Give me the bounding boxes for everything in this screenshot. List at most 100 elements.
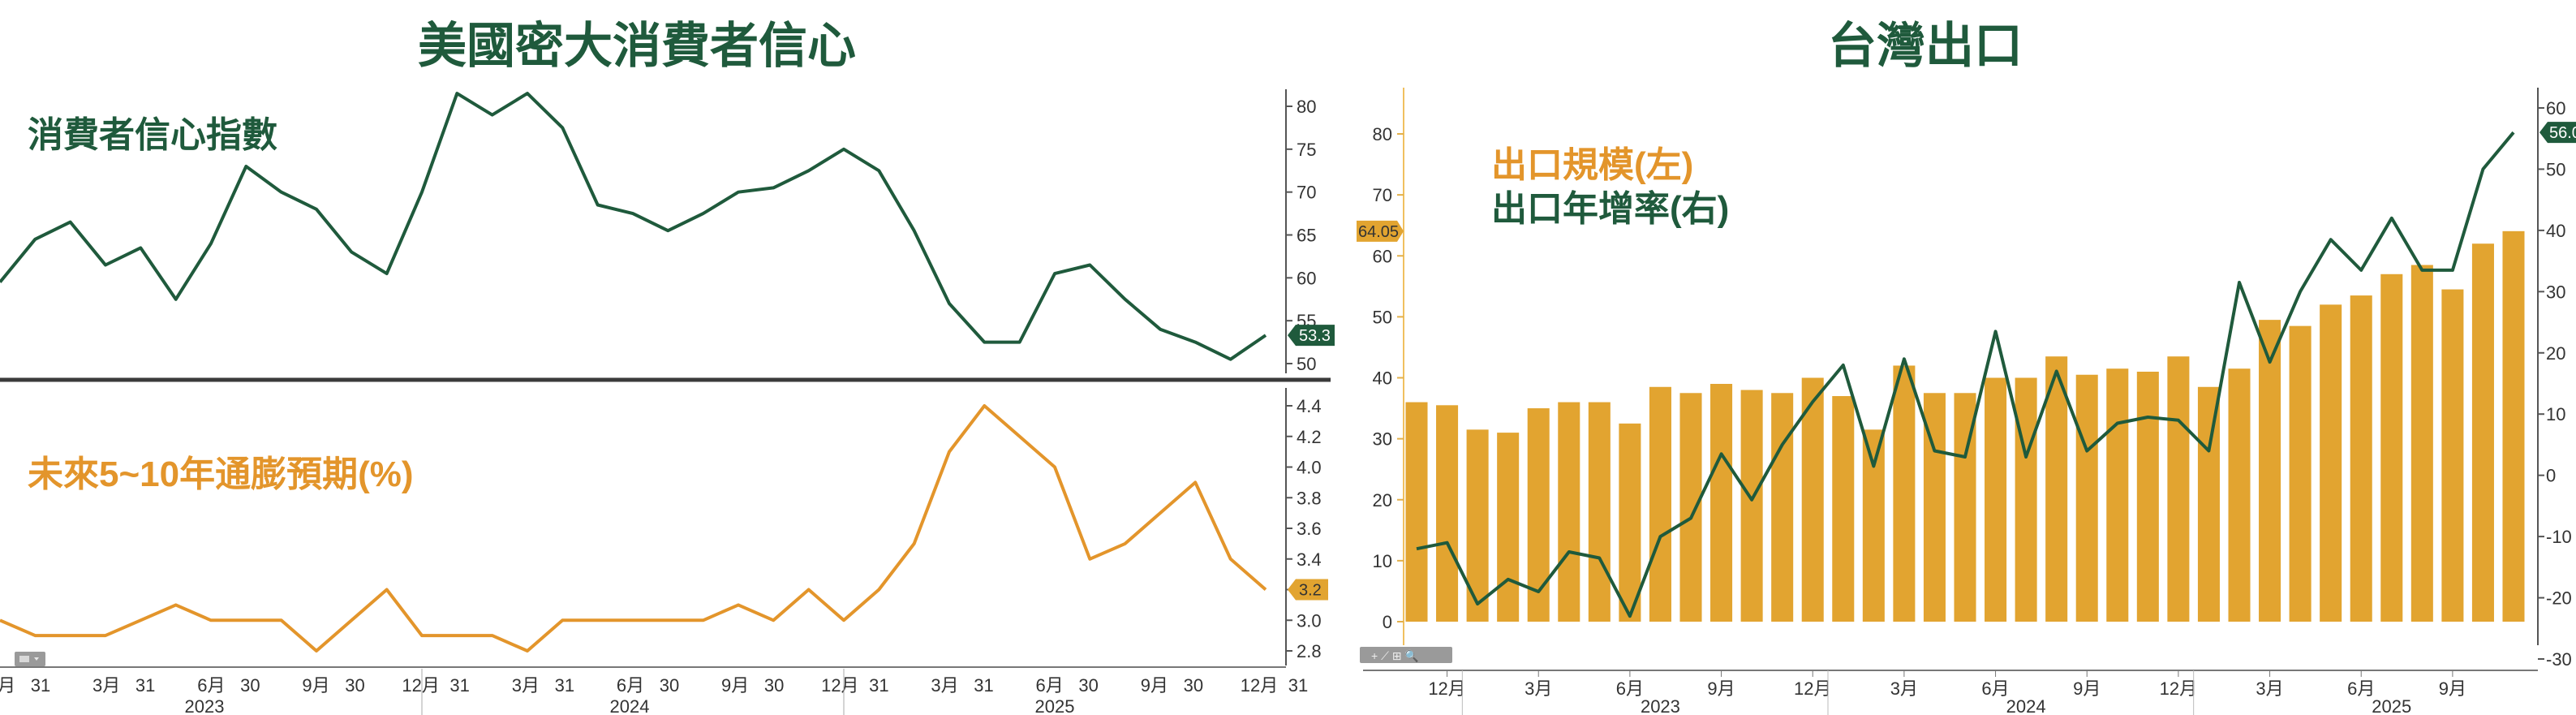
x-tick-label: 3月	[1525, 678, 1552, 699]
export-volume-bar	[1862, 429, 1885, 622]
y-tick-label: 4.2	[1297, 427, 1322, 447]
y-tick-label: 3.0	[1297, 610, 1322, 631]
y-tick-label: 50	[2546, 159, 2565, 179]
y-tick-label: 80	[1297, 97, 1316, 117]
export-volume-bar	[2320, 304, 2342, 622]
export-volume-bar	[1436, 405, 1459, 622]
export-volume-bar	[2350, 295, 2372, 622]
svg-text:53.3: 53.3	[1299, 327, 1331, 345]
y-tick-label: 0	[1383, 612, 1392, 632]
x-tick-label: 31	[974, 675, 993, 696]
export-volume-last-label: 64.05	[1357, 220, 1404, 242]
year-label: 2024	[2006, 696, 2046, 715]
y-tick-label: 4.4	[1297, 396, 1322, 416]
export-volume-axis-ticks: 80 70 60 50 40 30 20 10 0	[1373, 124, 1404, 632]
export-volume-bar	[1771, 393, 1794, 622]
x-tick-label: 30	[1184, 675, 1203, 696]
consumer-sentiment-series	[0, 92, 1267, 361]
export-volume-bar	[1710, 384, 1733, 622]
x-tick-label: 9月	[721, 675, 749, 696]
x-tick-label: 3月	[2256, 678, 2283, 699]
y-tick-label: 70	[1297, 183, 1316, 203]
right-chart-title: 台灣出口	[1828, 19, 2023, 73]
x-tick-label: 6月	[2347, 678, 2375, 699]
y-tick-label: 60	[2546, 98, 2565, 118]
export-volume-bar	[1497, 433, 1520, 622]
svg-text:3.2: 3.2	[1299, 582, 1322, 600]
export-growth-axis-ticks: 60 50 40 30 20 10 0 -10 -20 -30	[2538, 98, 2572, 670]
export-volume-bar	[2197, 386, 2220, 622]
y-tick-label: 10	[2546, 404, 2565, 424]
export-volume-bar	[2471, 243, 2494, 622]
right-x-axis-ticks: 12月 3月 6月 9月 12月 3月 6月 9月 12月 3月 6月 9月 2023 2024 2025	[1428, 670, 2466, 715]
x-tick-label: 6月	[1981, 678, 2009, 699]
x-tick-label: 6月	[617, 675, 644, 696]
x-tick-label: 30	[240, 675, 260, 696]
x-tick-label: 6月	[197, 675, 225, 696]
export-volume-bar	[1985, 377, 2007, 622]
export-volume-bar	[2259, 320, 2281, 622]
year-label: 2025	[1035, 696, 1075, 715]
y-tick-label: 50	[1373, 307, 1392, 327]
left-bottom-axis-ticks: 4.4 4.2 4.0 3.8 3.6 3.4 3.2 3.0 2.8	[1286, 396, 1322, 661]
x-tick-label: 31	[555, 675, 574, 696]
x-tick-label: 6月	[1036, 675, 1064, 696]
export-volume-bar	[1893, 365, 1916, 622]
export-volume-bar	[2106, 368, 2129, 622]
export-volume-bar	[1832, 396, 1855, 622]
export-volume-bar	[2015, 377, 2037, 622]
y-tick-label: 3.6	[1297, 519, 1322, 539]
x-tick-label: 30	[1078, 675, 1098, 696]
x-tick-label: 12月	[821, 675, 858, 696]
year-label: 2024	[610, 696, 650, 715]
x-tick-label: 12月	[1241, 675, 1278, 696]
export-volume-bar	[2075, 374, 2098, 622]
x-tick-label: 31	[135, 675, 155, 696]
y-tick-label: -10	[2546, 527, 2572, 547]
x-tick-label: 9月	[302, 675, 329, 696]
export-volume-bar	[2136, 371, 2159, 622]
x-tick-label: 3月	[1890, 678, 1918, 699]
export-volume-bar	[2502, 230, 2525, 622]
y-tick-label: 70	[1373, 185, 1392, 205]
export-volume-bar	[2441, 289, 2464, 622]
x-tick-label: 31	[1288, 675, 1308, 696]
x-tick-label: 12月	[1428, 678, 1465, 699]
chart-toolbar-icon[interactable]	[15, 652, 45, 666]
right-chart-toolbar-icon[interactable]: + ⟋ ⊞ 🔍	[1360, 647, 1452, 663]
y-tick-label: 3.8	[1297, 488, 1322, 508]
svg-text:64.05: 64.05	[1358, 223, 1399, 241]
x-tick-label: 12月	[1794, 678, 1831, 699]
y-tick-label: 2.8	[1297, 641, 1322, 661]
export-volume-bar	[1466, 429, 1489, 622]
svg-text:+ ⟋ ⊞ 🔍: + ⟋ ⊞ 🔍	[1371, 648, 1419, 663]
export-volume-bar	[1649, 386, 1671, 622]
export-volume-bar	[2167, 356, 2190, 622]
export-volume-bar	[2289, 325, 2312, 622]
y-tick-label: 3.4	[1297, 549, 1322, 570]
x-tick-label: 30	[764, 675, 784, 696]
export-volume-bar	[1740, 390, 1763, 622]
x-tick-label: 30	[345, 675, 364, 696]
x-tick-label: 12月	[402, 675, 439, 696]
y-tick-label: 30	[2546, 282, 2565, 302]
left-x-axis-ticks: 1月 31 3月 31 6月 30 9月 30 12月 31 3月 31 6月 30 9月 30 12月 31 3月…	[0, 669, 1308, 715]
y-tick-label: -20	[2546, 588, 2572, 609]
x-tick-label: 3月	[92, 675, 120, 696]
export-volume-bar	[2410, 265, 2433, 622]
export-volume-bar	[2228, 368, 2251, 622]
y-tick-label: 0	[2546, 466, 2556, 486]
y-tick-label: 50	[1297, 354, 1316, 374]
y-tick-label: -30	[2546, 649, 2572, 670]
legend-export-growth: 出口年增率(右)	[1491, 189, 1729, 229]
x-tick-label: 30	[660, 675, 679, 696]
export-volume-bar	[2380, 274, 2403, 622]
y-tick-label: 80	[1373, 124, 1392, 144]
y-tick-label: 40	[2546, 221, 2565, 241]
x-tick-label: 3月	[512, 675, 540, 696]
y-tick-label: 40	[1373, 368, 1392, 389]
legend-consumer-sentiment: 消費者信心指數	[28, 115, 277, 155]
export-volume-bar	[1588, 402, 1611, 622]
